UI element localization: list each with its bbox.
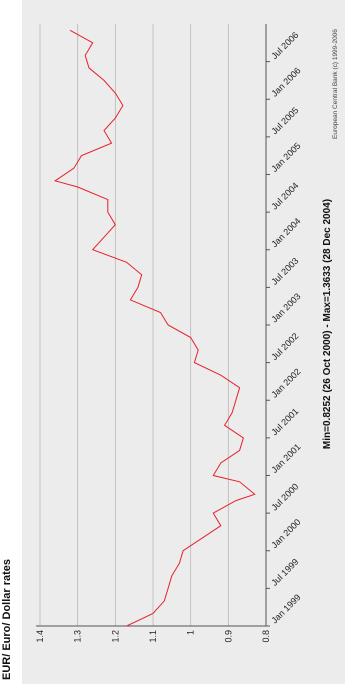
chart-footer: Min=0.8252 (26 Oct 2000) - Max=1.3633 (2…: [322, 199, 333, 449]
y-tick-label: 0.8: [261, 630, 271, 643]
series-line: [53, 29, 256, 627]
y-tick-label: 1.3: [73, 630, 83, 643]
chart-source: European Central Bank (c) 1999-2006: [332, 29, 339, 139]
y-tick-label: 1.2: [110, 630, 120, 643]
chart-title: EUR/ Euro/ Dollar rates: [1, 559, 13, 680]
plot-background: [22, 0, 345, 684]
grid: [36, 24, 267, 627]
y-tick-label: 1: [186, 630, 196, 635]
y-axis: 0.8 0.9 1 1.1 1.2 1.3 1.4: [35, 630, 271, 643]
y-tick-label: 0.9: [223, 630, 233, 643]
y-tick-label: 1.1: [148, 630, 158, 643]
y-tick-label: 1.4: [35, 630, 45, 643]
